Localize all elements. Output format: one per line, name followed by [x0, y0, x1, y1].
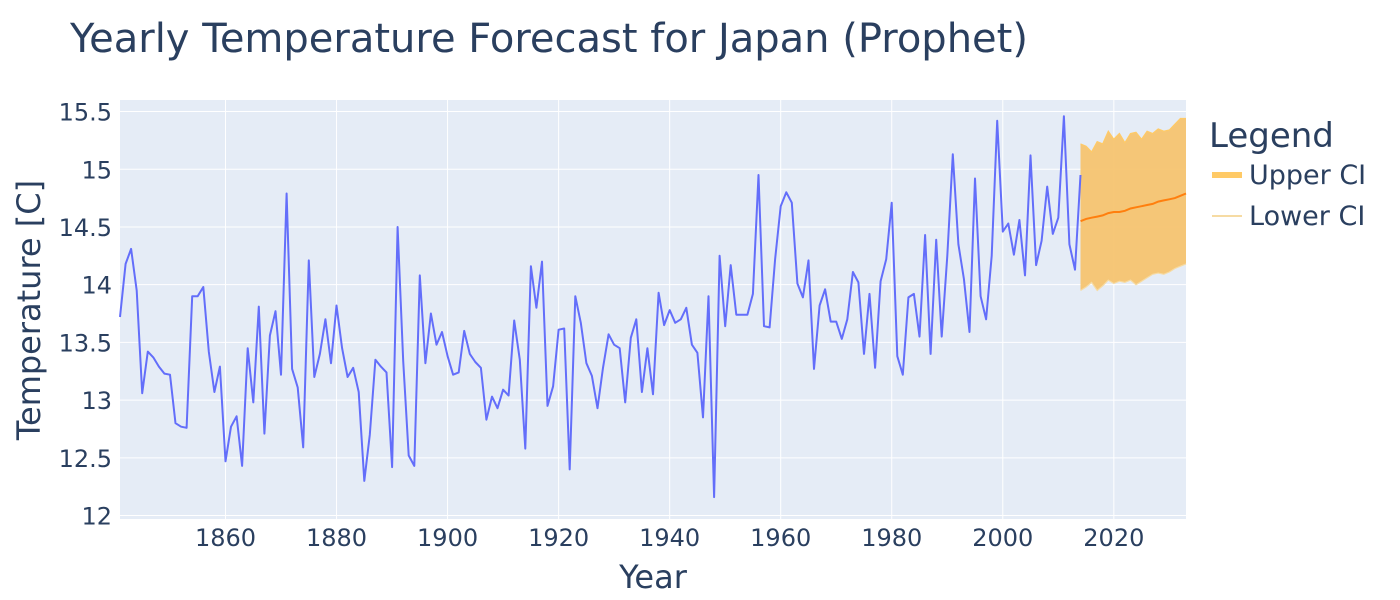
legend-label-lower-ci: Lower CI: [1249, 201, 1365, 232]
x-tick-label: 2020: [1083, 524, 1144, 552]
legend-title: Legend: [1209, 116, 1334, 156]
x-tick-labels: 1860 1880 1900 1920 1940 1960 1980 2000 2020: [195, 524, 1144, 552]
y-tick-label: 15: [81, 156, 112, 184]
plot-area: [120, 100, 1186, 519]
ci-band: [1080, 118, 1186, 291]
confidence-interval: [1080, 117, 1187, 292]
y-tick-label: 14.5: [59, 214, 112, 242]
y-tick-label: 12: [81, 503, 112, 531]
x-tick-label: 1920: [528, 524, 589, 552]
chart-title: Yearly Temperature Forecast for Japan (P…: [69, 16, 1028, 62]
x-tick-label: 2000: [972, 524, 1033, 552]
y-tick-labels: 12 12.5 13 13.5 14 14.5 15 15.5: [59, 99, 112, 531]
x-axis-title: Year: [618, 558, 688, 596]
x-tick-label: 1900: [417, 524, 478, 552]
x-tick-label: 1940: [639, 524, 700, 552]
forecast-line: [1080, 192, 1187, 223]
series-lines: [119, 115, 1187, 499]
y-tick-label: 13.5: [59, 329, 112, 357]
x-tick-label: 1960: [750, 524, 811, 552]
y-tick-label: 12.5: [59, 445, 112, 473]
observed-temperature-line: [119, 115, 1082, 499]
x-tick-label: 1980: [861, 524, 922, 552]
upper-ci-line: [1080, 117, 1186, 153]
y-tick-label: 13: [81, 387, 112, 415]
legend: Legend Upper CI Lower CI: [1209, 116, 1366, 232]
y-axis-title: Temperature [C]: [10, 180, 48, 441]
legend-label-upper-ci: Upper CI: [1249, 160, 1366, 191]
x-tick-label: 1860: [195, 524, 256, 552]
x-tick-label: 1880: [306, 524, 367, 552]
lower-ci-line: [1080, 263, 1187, 292]
y-tick-label: 14: [81, 272, 112, 300]
y-tick-label: 15.5: [59, 99, 112, 127]
